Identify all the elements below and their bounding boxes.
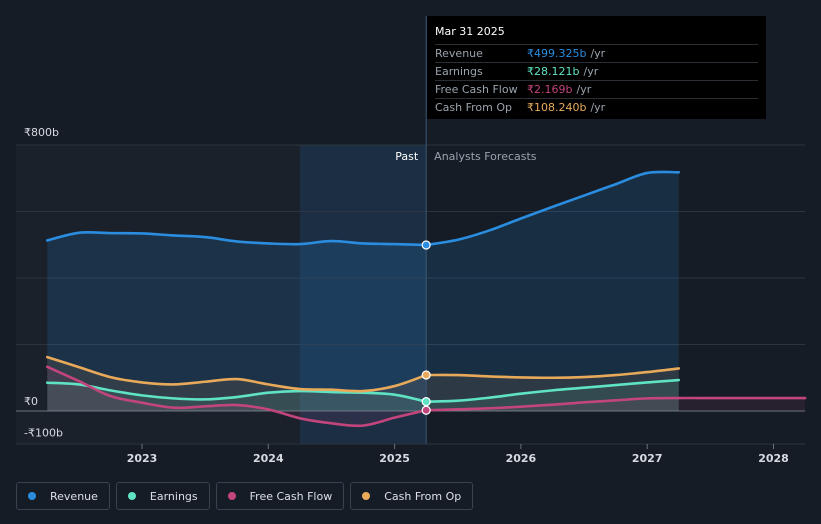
legend-label: Revenue xyxy=(50,489,98,503)
legend-label: Earnings xyxy=(149,489,198,503)
y-tick-label: ₹800b xyxy=(24,126,59,139)
legend-item-earnings[interactable]: Earnings xyxy=(115,482,210,510)
legend-item-cash-from-op[interactable]: Cash From Op xyxy=(350,482,474,510)
tooltip-value: ₹2.169b xyxy=(527,83,573,96)
y-tick-label: ₹0 xyxy=(24,395,38,408)
free_cash_flow-forecast-line xyxy=(424,396,807,412)
legend: Revenue Earnings Free Cash Flow Cash Fro… xyxy=(16,482,474,510)
tooltip-row-earnings: Earnings ₹28.121b /yr xyxy=(435,62,758,80)
tooltip-date: Mar 31 2025 xyxy=(435,25,505,38)
revenue-dot-icon xyxy=(28,492,36,500)
tooltip-unit: /yr xyxy=(583,65,599,78)
tooltip-label: Earnings xyxy=(435,65,483,78)
past-label: Past xyxy=(395,150,419,163)
x-tick-label: 2024 xyxy=(253,452,284,465)
earnings-past-line xyxy=(45,381,428,403)
x-tick-label: 2028 xyxy=(758,452,789,465)
tooltip-unit: /yr xyxy=(590,101,606,114)
x-tick-label: 2023 xyxy=(127,452,158,465)
free-cash-flow-dot-icon xyxy=(227,492,236,500)
tooltip-row-free-cash-flow: Free Cash Flow ₹2.169b /yr xyxy=(435,80,758,98)
revenue-area xyxy=(47,171,679,411)
tooltip-label: Cash From Op xyxy=(435,101,513,114)
free_cash_flow-marker xyxy=(421,405,431,415)
x-tick-label: 2027 xyxy=(632,452,663,465)
y-tick-label: -₹100b xyxy=(24,426,63,439)
legend-label: Free Cash Flow xyxy=(249,489,333,503)
legend-label: Cash From Op xyxy=(384,489,462,503)
revenue-marker xyxy=(421,240,431,250)
cash_from_op-area xyxy=(47,357,679,411)
revenue-past-line xyxy=(45,231,428,247)
x-tick-label: 2026 xyxy=(506,452,537,465)
tooltip-row-revenue: Revenue ₹499.325b /yr xyxy=(435,44,758,62)
earnings-area xyxy=(47,380,679,411)
forecast-label: Analysts Forecasts xyxy=(434,150,537,163)
free_cash_flow-past-line xyxy=(45,365,428,428)
revenue-forecast-line xyxy=(424,170,681,247)
legend-item-revenue[interactable]: Revenue xyxy=(16,482,110,510)
cash_from_op-forecast-line xyxy=(424,367,681,380)
legend-item-free-cash-flow[interactable]: Free Cash Flow xyxy=(215,482,345,510)
highlight-band xyxy=(299,145,427,444)
tooltip-value: ₹108.240b xyxy=(527,101,587,114)
tooltip-label: Revenue xyxy=(435,47,483,60)
earnings-marker xyxy=(421,397,431,407)
cash_from_op-marker xyxy=(421,370,431,380)
tooltip-unit: /yr xyxy=(576,83,592,96)
tooltip-label: Free Cash Flow xyxy=(435,83,518,96)
tooltip: Mar 31 2025 Revenue ₹499.325b /yr Earnin… xyxy=(427,16,766,119)
earnings-forecast-line xyxy=(424,378,681,403)
tooltip-unit: /yr xyxy=(590,47,606,60)
tooltip-row-cash-from-op: Cash From Op ₹108.240b /yr xyxy=(435,98,758,116)
cash_from_op-past-line xyxy=(45,355,428,393)
earnings-dot-icon xyxy=(127,492,136,500)
x-tick-label: 2025 xyxy=(379,452,410,465)
tooltip-value: ₹28.121b xyxy=(527,65,580,78)
cash-from-op-dot-icon xyxy=(362,492,371,500)
tooltip-value: ₹499.325b xyxy=(527,47,587,60)
